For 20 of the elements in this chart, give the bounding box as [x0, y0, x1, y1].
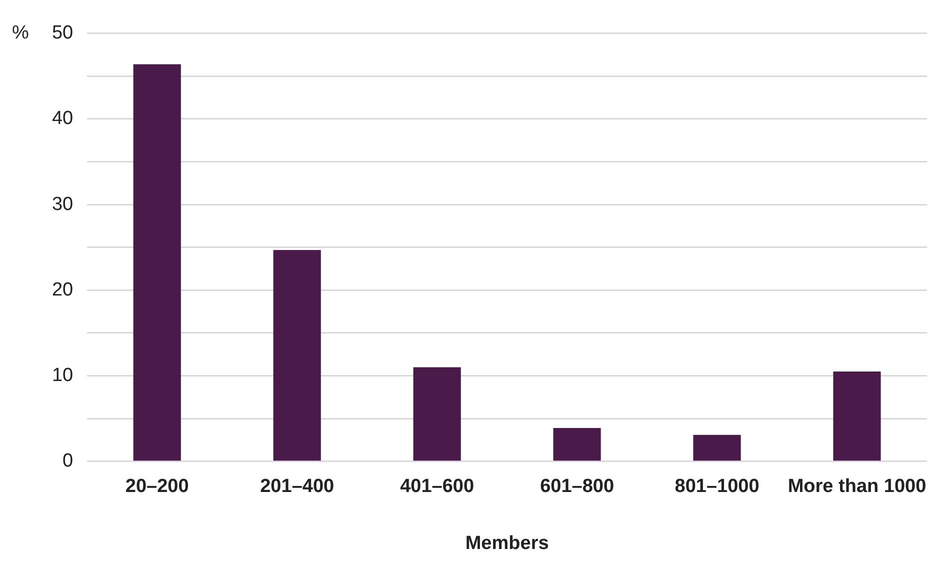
bar — [553, 428, 601, 461]
bar — [413, 367, 461, 461]
y-tick-label: 0 — [62, 450, 74, 472]
bar — [273, 250, 321, 461]
y-tick-label: 20 — [52, 279, 74, 300]
x-tick-label: 201–400 — [260, 476, 334, 498]
x-tick-label: More than 1000 — [788, 476, 926, 498]
bar — [693, 434, 741, 461]
x-tick-label: 801–1000 — [674, 476, 760, 498]
x-tick-label: 601–800 — [540, 476, 614, 498]
y-axis-title: % — [12, 22, 29, 44]
x-tick-label: 401–600 — [400, 476, 474, 498]
x-axis-title: Members — [465, 532, 549, 554]
bar — [133, 64, 181, 461]
y-tick-label: 10 — [52, 365, 74, 386]
y-tick-label: 50 — [52, 22, 74, 44]
y-tick-label: 40 — [52, 108, 74, 130]
y-tick-label: 30 — [52, 194, 74, 215]
bar — [833, 372, 881, 461]
x-tick-label: 20–200 — [125, 476, 189, 498]
